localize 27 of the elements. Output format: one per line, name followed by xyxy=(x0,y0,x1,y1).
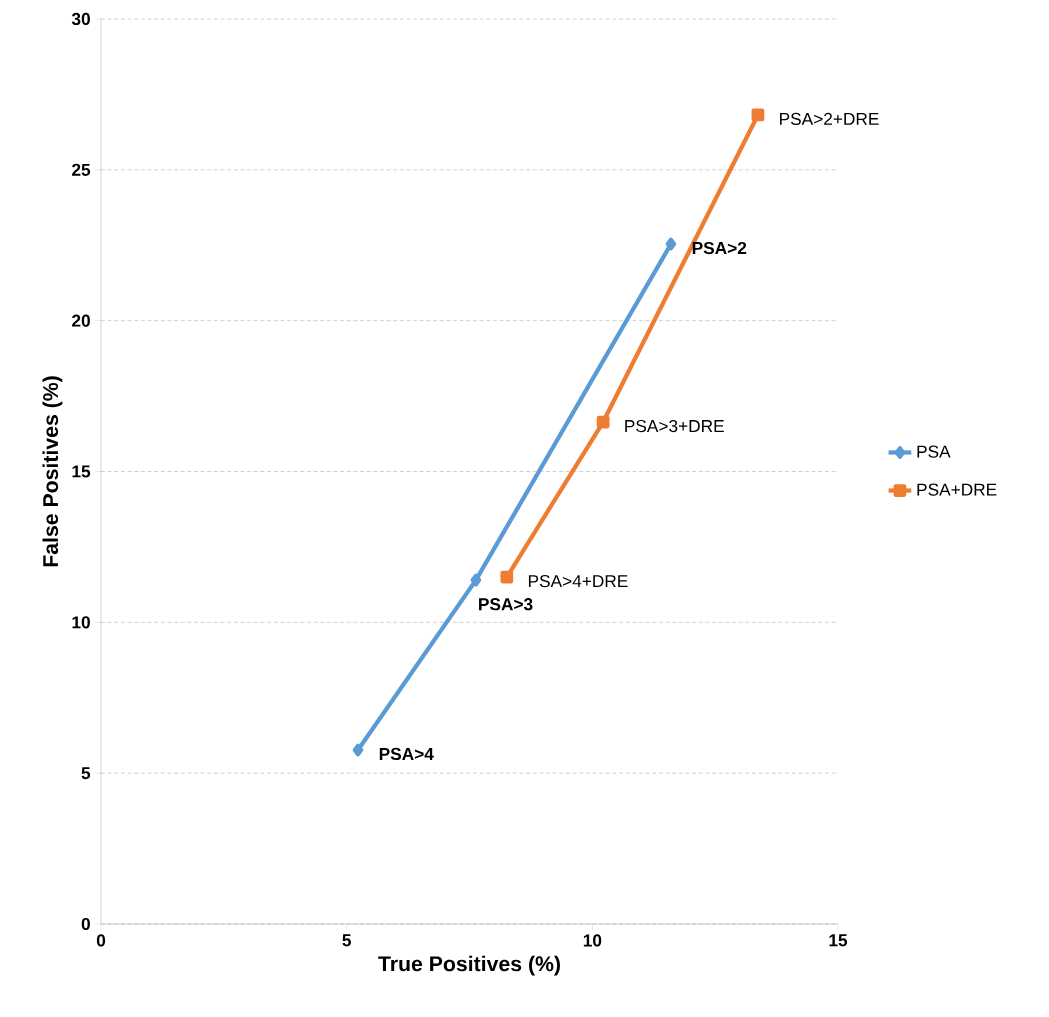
annotation: PSA>3+DRE xyxy=(625,419,724,433)
x-axis-title: True Positives (%) xyxy=(378,955,560,976)
y-tick-label: 25 xyxy=(72,163,91,176)
y-axis-title: False Positives (%) xyxy=(42,376,63,567)
y-tick-label: 10 xyxy=(72,616,90,629)
point xyxy=(665,237,677,251)
annotation: PSA>2 xyxy=(692,241,747,255)
annotation: PSA>3 xyxy=(479,598,533,611)
y-tick-label: 0 xyxy=(81,917,90,931)
x-tick-label: 0 xyxy=(96,934,106,947)
point xyxy=(500,570,514,584)
x-tick-label: 15 xyxy=(829,934,848,947)
point xyxy=(470,573,482,587)
legend-label: PSA xyxy=(917,445,951,458)
point xyxy=(352,743,364,757)
x-tick-label: 10 xyxy=(583,934,602,947)
annotation: PSA>2+DRE xyxy=(780,112,879,126)
y-tick-label: 20 xyxy=(72,314,90,327)
annotation: PSA>4+DRE xyxy=(528,574,628,588)
legend-label: PSA+DRE xyxy=(917,483,997,496)
point xyxy=(751,108,765,122)
y-tick-label: 30 xyxy=(71,12,90,26)
annotation: PSA>4 xyxy=(379,747,434,761)
point xyxy=(596,415,610,429)
x-tick-label: 5 xyxy=(342,934,351,947)
y-tick-label: 5 xyxy=(81,767,91,780)
y-tick-label: 15 xyxy=(72,465,91,478)
